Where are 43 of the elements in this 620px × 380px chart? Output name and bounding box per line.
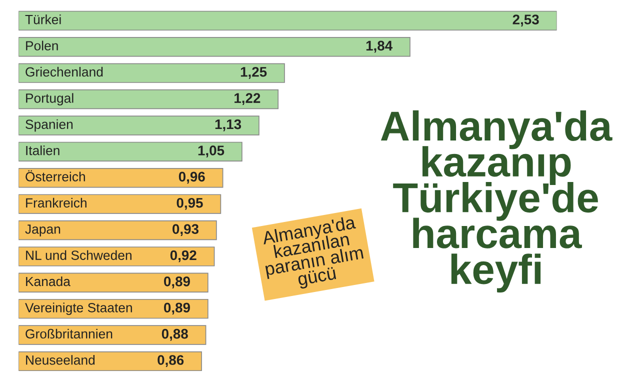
y-tick-label: Neuseeland xyxy=(26,355,95,365)
data-label: 0,96 xyxy=(178,172,205,184)
bar xyxy=(18,37,410,57)
y-tick-label: Großbritannien xyxy=(26,328,112,339)
bar xyxy=(18,142,242,162)
text: Almanya'da kazanılan paranın alım gücü xyxy=(261,215,364,290)
bar xyxy=(18,168,224,188)
data-label: 0,89 xyxy=(164,302,190,315)
bar xyxy=(18,10,557,31)
bar xyxy=(18,325,206,345)
bar xyxy=(18,194,222,214)
data-label: 1,13 xyxy=(215,119,242,132)
data-label: 1,05 xyxy=(198,146,224,158)
data-label: 1,84 xyxy=(366,40,392,53)
data-label: 0,88 xyxy=(162,328,188,341)
data-label: 0,89 xyxy=(164,276,190,288)
data-label: 2,53 xyxy=(512,14,539,26)
data-label: 1,22 xyxy=(234,93,260,106)
bar xyxy=(18,63,285,83)
data-label: 0,93 xyxy=(172,224,199,236)
y-tick-label: Spanien xyxy=(26,119,73,132)
y-tick-label: Italien xyxy=(26,146,60,156)
text: Almanya'da kazanıp Türkiye'de harcama keyfi xyxy=(380,110,612,292)
data-label: 0,86 xyxy=(158,355,184,367)
y-tick-label: Portugal xyxy=(26,93,74,106)
bar xyxy=(18,220,217,240)
bar xyxy=(18,246,215,266)
y-tick-label: Türkei xyxy=(25,14,61,24)
bar xyxy=(18,116,260,136)
y-tick-label: Polen xyxy=(26,40,58,50)
data-label: 0,95 xyxy=(176,198,203,210)
data-label: 1,25 xyxy=(240,66,267,79)
y-tick-label: NL und Schweden xyxy=(26,250,132,260)
bar xyxy=(18,272,208,292)
bar xyxy=(18,351,202,372)
y-tick-label: Japan xyxy=(25,224,60,236)
y-tick-label: Österreich xyxy=(26,170,85,182)
data-label: 0,92 xyxy=(170,250,196,262)
y-tick-label: Kanada xyxy=(26,276,70,286)
y-tick-label: Griechenland xyxy=(26,66,103,77)
bar xyxy=(18,89,279,110)
y-tick-label: Frankreich xyxy=(26,198,86,208)
y-tick-label: Vereinigte Staaten xyxy=(25,302,132,315)
